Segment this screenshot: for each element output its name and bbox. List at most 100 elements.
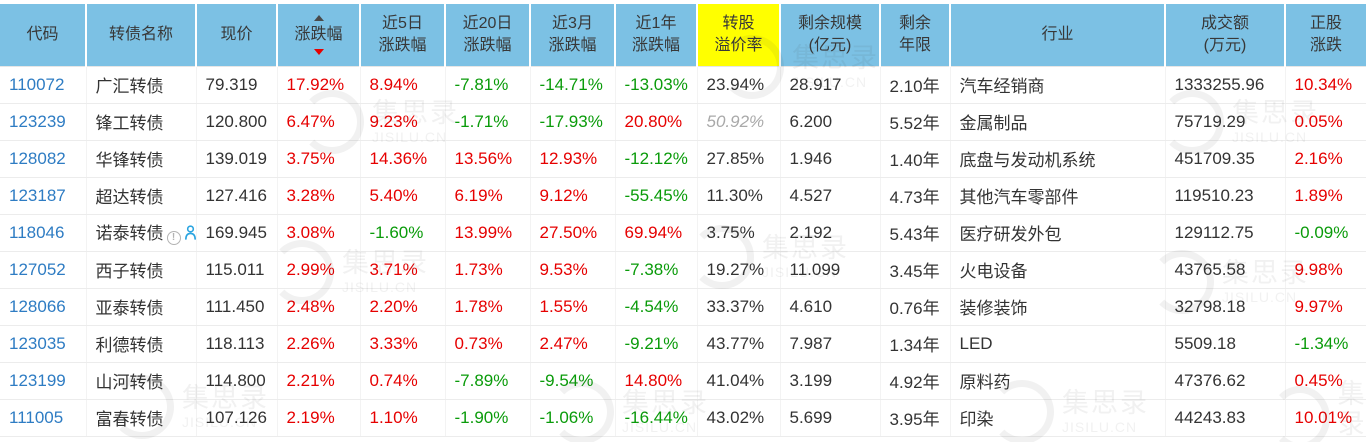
cell-remaining-years: 1.40年: [880, 140, 951, 178]
cell-stock-change: 2.16%: [1285, 140, 1366, 178]
cell-value: 其他汽车零部件: [959, 188, 1079, 207]
cell-stock-change: 10.01%: [1285, 399, 1366, 437]
cell-change: 3.28%: [277, 177, 361, 215]
cell-value: 华锋转债: [95, 151, 164, 170]
cell-name[interactable]: 利德转债: [86, 325, 197, 363]
cell-premium: 41.04%: [697, 362, 781, 400]
cell-name[interactable]: 广汇转债: [86, 66, 197, 104]
person-icon[interactable]: [183, 225, 195, 246]
cell-name[interactable]: 锋工转债: [86, 103, 197, 141]
cell-value: 1.89%: [1294, 185, 1343, 205]
cell-value: 印染: [959, 410, 994, 429]
cell-code[interactable]: 118046: [0, 214, 87, 252]
col-header-change-20d[interactable]: 近20日 涨跌幅: [445, 0, 531, 67]
col-header-change[interactable]: 涨跌幅: [277, 0, 361, 67]
col-header-premium[interactable]: 转股 溢价率: [697, 0, 781, 67]
info-icon[interactable]: !: [166, 230, 181, 245]
cell-name[interactable]: 亚泰转债: [86, 288, 197, 326]
cell-value: 亚泰转债: [95, 299, 164, 318]
col-header-industry[interactable]: 行业: [950, 0, 1166, 67]
cell-value: 2.26%: [286, 333, 335, 353]
cell-turnover: 119510.23: [1165, 177, 1286, 215]
cell-industry: 金属制品: [950, 103, 1166, 141]
cell-turnover: 47376.62: [1165, 362, 1286, 400]
cell-stock-change: 9.98%: [1285, 251, 1366, 289]
cell-industry: 底盘与发动机系统: [950, 140, 1166, 178]
col-header-label: 近5日 涨跌幅: [378, 15, 427, 54]
sort-desc-icon[interactable]: [313, 48, 324, 55]
cell-name[interactable]: 超达转债: [86, 177, 197, 215]
cell-code[interactable]: 127052: [0, 251, 87, 289]
cell-name[interactable]: 山河转债: [86, 362, 197, 400]
cell-value: 13.56%: [454, 148, 513, 168]
cell-change-20d: -1.71%: [445, 103, 531, 141]
cell-value: -17.93%: [539, 111, 603, 131]
col-header-label: 近1年 涨跌幅: [631, 15, 680, 54]
cell-turnover: 1333255.96: [1165, 66, 1286, 104]
cell-value: 超达转债: [95, 188, 164, 207]
cell-value: 山河转债: [95, 373, 164, 392]
cell-value: -16.44%: [624, 407, 688, 427]
cell-price: 111.450: [196, 288, 278, 326]
cell-turnover: 44243.83: [1165, 399, 1286, 437]
col-header-remaining-size[interactable]: 剩余规模 (亿元): [780, 0, 881, 67]
cell-price: 114.800: [196, 362, 278, 400]
cell-value: 128066: [9, 296, 66, 316]
cell-change-5d: 9.23%: [360, 103, 446, 141]
cell-name[interactable]: 诺泰转债!: [86, 214, 197, 252]
cell-value: 127052: [9, 259, 66, 279]
cell-premium: 43.77%: [697, 325, 781, 363]
col-header-code[interactable]: 代码: [0, 0, 87, 67]
col-header-price[interactable]: 现价: [196, 0, 278, 67]
cell-change-1y: -9.21%: [615, 325, 698, 363]
sort-asc-icon[interactable]: [313, 14, 324, 21]
col-header-turnover[interactable]: 成交额 (万元): [1165, 0, 1286, 67]
cell-code[interactable]: 123239: [0, 103, 87, 141]
cell-change-20d: 1.78%: [445, 288, 531, 326]
cell-code[interactable]: 123199: [0, 362, 87, 400]
cell-value: 128082: [9, 148, 66, 168]
cell-premium: 33.37%: [697, 288, 781, 326]
col-header-stock-change[interactable]: 正股 涨跌: [1285, 0, 1366, 67]
cell-name[interactable]: 富春转债: [86, 399, 197, 437]
cell-value: -4.54%: [624, 296, 679, 316]
cell-change-1y: -4.54%: [615, 288, 698, 326]
cell-name[interactable]: 华锋转债: [86, 140, 197, 178]
cell-price: 79.319: [196, 66, 278, 104]
col-header-change-3m[interactable]: 近3月 涨跌幅: [530, 0, 616, 67]
cell-value: 1333255.96: [1174, 74, 1265, 94]
cell-code[interactable]: 128066: [0, 288, 87, 326]
cell-code[interactable]: 111005: [0, 399, 87, 437]
table-row: 123239 锋工转债 120.800 6.47% 9.23% -1.71% -17.93%…: [0, 103, 1366, 141]
cell-value: 2.47%: [539, 333, 588, 353]
cell-premium: 3.75%: [697, 214, 781, 252]
cell-remaining-size: 1.946: [780, 140, 881, 178]
cell-industry: 火电设备: [950, 251, 1166, 289]
cell-name[interactable]: 西子转债: [86, 251, 197, 289]
col-header-remaining-years[interactable]: 剩余 年限: [880, 0, 951, 67]
table-row: 123187 超达转债 127.416 3.28% 5.40% 6.19% 9.12% -55…: [0, 177, 1366, 215]
cell-change-1y: 69.94%: [615, 214, 698, 252]
cell-code[interactable]: 128082: [0, 140, 87, 178]
cell-change-3m: 1.55%: [530, 288, 616, 326]
cell-value: 118046: [9, 222, 65, 242]
cell-premium: 19.27%: [697, 251, 781, 289]
cell-stock-change: -0.09%: [1285, 214, 1366, 252]
cell-value: 1.78%: [454, 296, 503, 316]
cell-value: 139.019: [205, 148, 267, 168]
cell-value: 9.97%: [1294, 296, 1343, 316]
cell-code[interactable]: 123187: [0, 177, 87, 215]
cell-value: 1.55%: [539, 296, 588, 316]
cell-code[interactable]: 123035: [0, 325, 87, 363]
cell-value: -1.60%: [369, 222, 424, 242]
cell-change-1y: -7.38%: [615, 251, 698, 289]
cell-code[interactable]: 110072: [0, 66, 87, 104]
col-header-name[interactable]: 转债名称: [86, 0, 197, 67]
cell-value: -1.34%: [1294, 333, 1349, 353]
col-header-change-5d[interactable]: 近5日 涨跌幅: [360, 0, 446, 67]
col-header-change-1y[interactable]: 近1年 涨跌幅: [615, 0, 698, 67]
cell-value: -12.12%: [624, 148, 688, 168]
cell-value: 123187: [9, 185, 66, 205]
cell-value: 4.610: [789, 296, 833, 316]
